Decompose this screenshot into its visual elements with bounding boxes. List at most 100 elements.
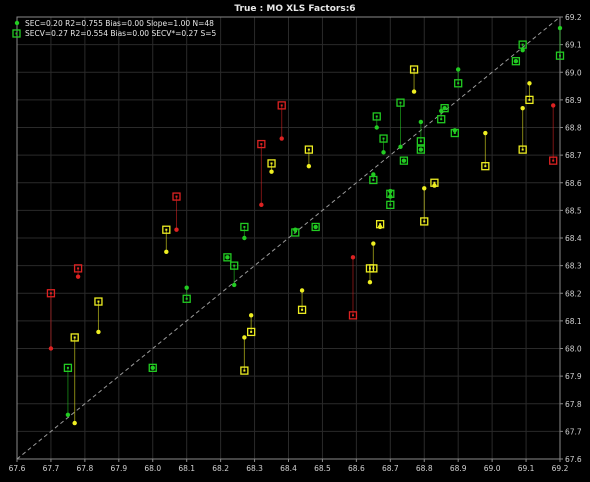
- validation-point-center: [521, 43, 524, 46]
- legend-entry-secv: SECV=0.27 R2=0.554 Bias=0.00 SECV*=0.27 …: [25, 29, 216, 38]
- x-tick-label: 69.2: [552, 464, 569, 473]
- validation-point-center: [307, 148, 310, 151]
- calibration-point: [174, 227, 179, 232]
- validation-point-center: [233, 264, 236, 267]
- validation-point-center: [389, 192, 392, 195]
- validation-point: [240, 222, 249, 232]
- validation-point: [372, 112, 381, 121]
- validation-point-center: [559, 54, 561, 57]
- validation-point-center: [226, 256, 229, 259]
- validation-point: [223, 253, 232, 262]
- y-tick-label: 68.1: [565, 317, 582, 326]
- y-tick-label: 67.6: [565, 455, 582, 464]
- validation-point-center: [280, 104, 283, 107]
- validation-point: [172, 192, 181, 201]
- calibration-point: [306, 163, 312, 169]
- calibration-point: [259, 202, 264, 208]
- validation-point: [148, 363, 157, 372]
- validation-point-center: [97, 300, 100, 303]
- calibration-point: [432, 183, 437, 188]
- validation-point: [420, 217, 429, 226]
- calibration-point: [455, 67, 461, 72]
- validation-point-center: [175, 195, 178, 198]
- validation-point-center: [413, 68, 416, 71]
- validation-point-center: [399, 101, 402, 104]
- x-tick-label: 68.2: [212, 464, 229, 473]
- validation-point-center: [294, 231, 297, 234]
- x-tick-label: 67.6: [9, 464, 26, 473]
- x-tick-label: 67.8: [77, 464, 94, 473]
- calibration-point: [388, 194, 393, 199]
- chart-title: True : MO XLS Factors:6: [234, 4, 355, 14]
- legend-entry-sec: SEC=0.20 R2=0.755 Bias=0.00 Slope=1.00 N…: [25, 19, 214, 28]
- validation-point: [549, 156, 558, 165]
- validation-point: [555, 51, 565, 60]
- validation-point: [450, 128, 459, 138]
- validation-point-center: [379, 223, 382, 226]
- calibration-point: [398, 144, 403, 150]
- validation-point: [257, 139, 266, 149]
- calibration-point: [551, 103, 556, 108]
- axis-ticks: 67.6 67.7 67.8 67.9 68.0 68.1 68.2 68.3 68.4 68.5…: [9, 13, 582, 473]
- validation-point: [369, 175, 378, 185]
- error-lines: [50, 28, 561, 424]
- legend-square-dot: [15, 32, 18, 35]
- validation-point: [63, 363, 73, 372]
- y-tick-label: 67.9: [565, 372, 582, 381]
- validation-point-center: [301, 308, 304, 311]
- validation-point: [399, 156, 409, 165]
- validation-point: [70, 333, 79, 342]
- calibration-point: [371, 172, 376, 177]
- validation-point: [454, 79, 463, 88]
- calibration-point: [248, 313, 254, 318]
- validation-point: [182, 294, 191, 303]
- calibration-point: [164, 249, 169, 255]
- y-tick-label: 67.8: [565, 400, 582, 409]
- validation-point-center: [243, 369, 246, 372]
- y-tick-label: 68.3: [565, 262, 582, 271]
- validation-point-center: [423, 220, 426, 223]
- validation-point-center: [521, 148, 524, 151]
- validation-point: [73, 264, 83, 273]
- validation-point-center: [260, 143, 263, 146]
- calibration-point: [381, 150, 386, 155]
- calibration-point: [520, 105, 525, 111]
- validation-point: [277, 101, 286, 110]
- calibration-point: [422, 186, 427, 191]
- validation-point-center: [270, 162, 273, 165]
- validation-point-center: [151, 366, 154, 369]
- validation-point: [386, 189, 395, 198]
- validation-point-center: [165, 228, 168, 231]
- x-tick-label: 68.9: [450, 464, 467, 473]
- calibration-point: [520, 47, 525, 53]
- calibration-point: [418, 119, 424, 125]
- y-tick-label: 68.7: [565, 151, 582, 160]
- validation-point: [386, 200, 395, 210]
- y-tick-label: 68.0: [565, 345, 582, 354]
- y-tick-label: 69.1: [565, 41, 582, 50]
- validation-point-center: [243, 225, 246, 228]
- validation-point-center: [382, 137, 385, 140]
- validation-point: [416, 145, 426, 154]
- validation-point: [230, 261, 239, 270]
- validation-point: [311, 222, 320, 232]
- validation-point-center: [453, 132, 456, 135]
- validation-point-center: [433, 181, 436, 184]
- x-tick-label: 68.7: [382, 464, 399, 473]
- validation-point-center: [66, 366, 69, 369]
- validation-point: [409, 65, 419, 74]
- validation-point: [348, 311, 358, 320]
- calibration-point: [96, 329, 101, 335]
- calibration-point: [527, 81, 532, 86]
- calibration-point: [377, 224, 383, 230]
- validation-point: [369, 264, 378, 273]
- validation-point: [375, 220, 385, 229]
- y-tick-label: 68.6: [565, 179, 582, 188]
- validation-point-center: [314, 225, 317, 228]
- validation-point-center: [351, 314, 354, 317]
- validation-point-center: [440, 118, 443, 121]
- y-tick-label: 68.8: [565, 124, 582, 133]
- calibration-point: [65, 412, 71, 417]
- x-tick-label: 68.0: [144, 464, 161, 473]
